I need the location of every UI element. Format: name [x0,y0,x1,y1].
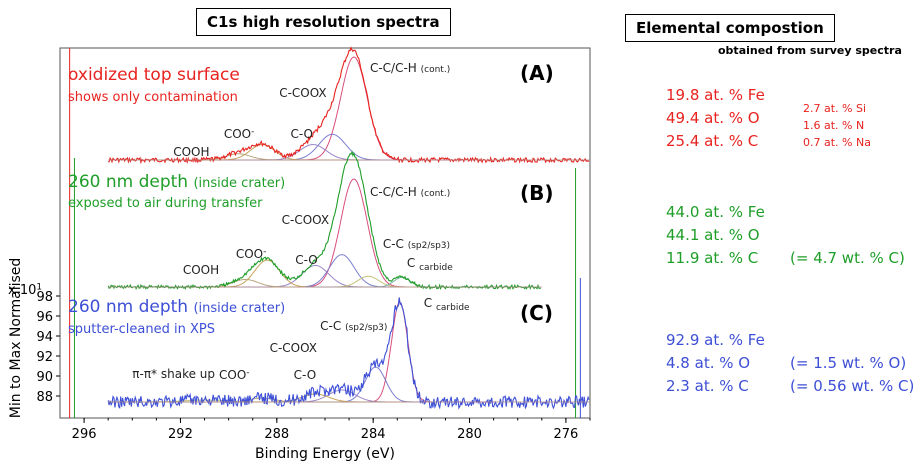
peak-label-coo-: COO- [224,127,255,141]
y-multiplier: x 101 [8,282,42,298]
right-title: Elemental compostion [636,19,824,37]
x-tick-label-2: 288 [264,427,289,442]
x-axis-label: Binding Energy (eV) [255,446,395,462]
peak-label-cooh: COOH [183,263,219,277]
comp-c-note-o: (= 1.5 wt. % O) [790,354,907,372]
peak-label-c-c: C-C (sp2/sp3) [320,319,387,333]
panel-a-subtitle: shows only contamination [68,90,238,105]
y-tick-label-5: 98 [36,290,53,305]
spectrum-panel-a [108,46,590,165]
peak-label-c-o: C-O [294,368,317,382]
peak-label-c-c-c-h: C-C/C-H (cont.) [370,185,450,199]
peak-label-cooh: COOH [173,145,209,159]
comp-a-na: 0.7 at. % Na [803,136,871,149]
comp-c-o: 4.8 at. % O [666,354,751,372]
comp-b-c: 11.9 at. % C [666,249,759,267]
panel-b-label: (B) [520,181,554,205]
peak-label-c-coox: C-COOX [279,86,326,100]
y-tick-label-2: 92 [36,350,53,365]
peak-label-c-c: C-C (sp2/sp3) [383,237,450,251]
spectrum-panel-c [107,297,590,410]
peak-label-c-o: C-O [295,253,318,267]
peak-label-c-o: C-O [290,127,313,141]
comp-c-c: 2.3 at. % C [666,377,749,395]
comp-a-fe: 19.8 at. % Fe [666,86,765,104]
panel-a-label: (A) [520,61,554,85]
x-tick-label-4: 280 [457,427,482,442]
peak-label--shake-up: π-π* shake up [132,367,215,381]
fit-peak-5 [272,275,464,288]
comp-b-o: 44.1 at. % O [666,226,760,244]
left-title: C1s high resolution spectra [207,13,440,31]
comp-b-fe: 44.0 at. % Fe [666,203,765,221]
left-title-box: C1s high resolution spectra [196,8,451,36]
right-title-box: Elemental compostion [625,14,835,42]
comp-a-o: 49.4 at. % O [666,109,760,127]
comp-b-note: (= 4.7 wt. % C) [790,249,905,267]
panel-c-label: (C) [520,301,553,325]
x-tick-label-0: 296 [72,427,97,442]
peak-label-c-coox: C-COOX [270,341,317,355]
x-tick-label-5: 276 [553,427,578,442]
panel-a-title: oxidized top surface [68,65,240,85]
panel-b-subtitle: exposed to air during transfer [68,196,263,211]
x-tick-label-3: 284 [361,427,386,442]
spectrum-line-c [107,297,590,410]
peak-label-c-c-c-h: C-C/C-H (cont.) [370,61,450,75]
peak-label-c: C carbide [424,296,470,313]
y-tick-label-4: 96 [36,310,53,325]
peak-label-c: C carbide [407,256,453,273]
comp-c-note-c: (= 0.56 wt. % C) [790,377,915,395]
spectrum-line-a [108,46,590,165]
fit-peak-1 [235,133,428,161]
peak-label-c-coox: C-COOX [282,213,329,227]
fit-peak-2 [216,144,409,161]
comp-a-n: 1.6 at. % N [803,119,865,132]
peak-label-coo-: COO- [236,247,267,261]
panel-c-subtitle: sputter-cleaned in XPS [68,322,215,337]
peak-label-coo-: COO- [219,368,250,382]
right-subtitle: obtained from survey spectra [718,44,902,57]
y-tick-label-3: 94 [36,330,53,345]
comp-a-si: 2.7 at. % Si [803,102,867,115]
y-tick-label-0: 88 [36,390,53,405]
comp-a-c: 25.4 at. % C [666,132,759,150]
panel-c-title: 260 nm depth (inside crater) [68,297,285,317]
y-axis-label: Min to Max Normalised [8,258,24,419]
spectrum-panel-b [107,150,542,291]
x-tick-label-1: 292 [168,427,193,442]
panel-b-title: 260 nm depth (inside crater) [68,172,285,192]
comp-c-fe: 92.9 at. % Fe [666,331,765,349]
y-tick-label-1: 90 [36,370,53,385]
